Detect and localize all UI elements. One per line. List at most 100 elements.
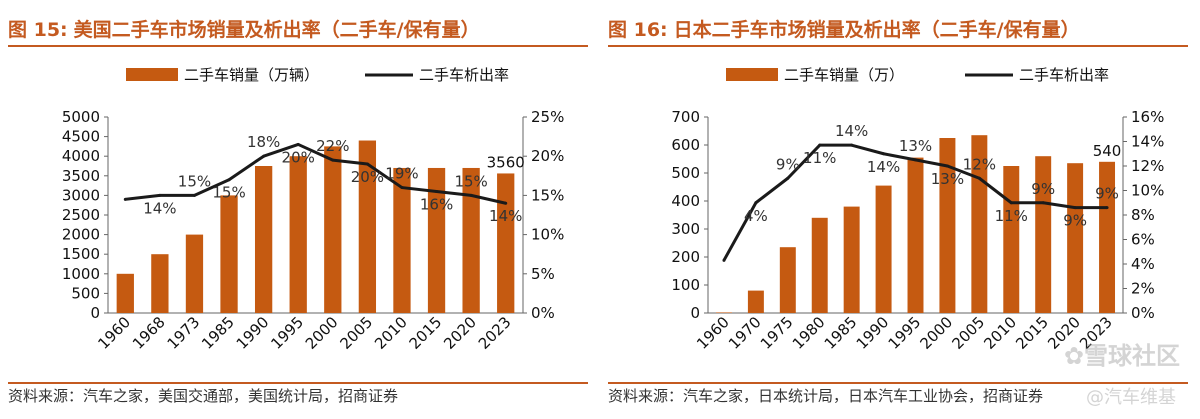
right-tick-label: 0% bbox=[531, 304, 555, 322]
rate-point bbox=[1105, 206, 1109, 210]
rate-data-label: 4% bbox=[744, 207, 768, 225]
rate-point bbox=[123, 197, 127, 201]
rate-point bbox=[882, 152, 886, 156]
right-tick-label: 10% bbox=[531, 226, 564, 244]
bar bbox=[811, 217, 828, 313]
rate-data-label: 11% bbox=[803, 149, 836, 167]
rate-point bbox=[192, 193, 196, 197]
left-tick-label: 500 bbox=[71, 284, 100, 302]
us-used-car-chart: 二手车销量（万辆） 二手车析出率0500100015002000250030003… bbox=[62, 66, 565, 353]
rate-data-label: 14% bbox=[143, 199, 176, 217]
rate-point bbox=[262, 154, 266, 158]
bar bbox=[907, 157, 924, 313]
figure-title: 图 15: 美国二手车市场销量及析出率（二手车/保有量） bbox=[8, 16, 588, 44]
bar bbox=[843, 206, 860, 313]
bar-data-label: 3560 bbox=[487, 153, 525, 171]
x-tick-label: 2005 bbox=[948, 313, 988, 353]
right-tick-label: 8% bbox=[1131, 206, 1155, 224]
rate-data-label: 13% bbox=[899, 137, 932, 155]
x-tick-label: 1990 bbox=[853, 313, 893, 353]
rate-point bbox=[850, 143, 854, 147]
rate-point bbox=[331, 158, 335, 162]
chart-panel-us: 图 15: 美国二手车市场销量及析出率（二手车/保有量） 二手车销量（万辆） 二手车… bbox=[8, 0, 593, 419]
rate-point bbox=[1041, 201, 1045, 205]
bar bbox=[747, 290, 764, 313]
rate-data-label: 15% bbox=[178, 172, 211, 190]
x-tick-label: 2000 bbox=[917, 313, 957, 353]
japan-used-car-chart: 二手车销量（万） 二手车析出率 0 100 200 300 400 500 600 700 0% 2%… bbox=[671, 66, 1164, 353]
rate-data-label: 15% bbox=[454, 172, 487, 190]
rate-point bbox=[365, 162, 369, 166]
source-note: 资料来源：汽车之家，美国交通部，美国统计局，招商证券 bbox=[8, 387, 399, 405]
rate-data-label: 16% bbox=[420, 195, 453, 213]
x-tick-label: 2023 bbox=[475, 313, 515, 353]
right-tick-label: 2% bbox=[1131, 280, 1155, 298]
left-tick-label: 4500 bbox=[62, 128, 100, 146]
right-tick-label: 16% bbox=[1131, 108, 1164, 126]
rate-point bbox=[1073, 206, 1077, 210]
left-tick-label: 600 bbox=[671, 136, 700, 154]
legend-bar-label: 二手车销量（万辆） bbox=[184, 66, 319, 84]
left-tick-label: 5000 bbox=[62, 108, 100, 126]
rate-point bbox=[469, 193, 473, 197]
bar-data-label: 540 bbox=[1093, 142, 1122, 160]
bar bbox=[324, 146, 342, 313]
x-tick-label: 1973 bbox=[164, 313, 204, 353]
bar bbox=[289, 156, 307, 313]
legend-bar-swatch bbox=[126, 68, 178, 81]
left-tick-label: 1500 bbox=[62, 245, 100, 263]
source-divider bbox=[608, 382, 1188, 384]
rate-data-label: 9% bbox=[776, 155, 800, 173]
left-tick-label: 200 bbox=[671, 248, 700, 266]
right-tick-label: 5% bbox=[531, 265, 555, 283]
right-tick-label: 25% bbox=[531, 108, 564, 126]
bar bbox=[1099, 161, 1116, 313]
left-tick-label: 4000 bbox=[62, 147, 100, 165]
left-tick-label: 3000 bbox=[62, 186, 100, 204]
bar bbox=[116, 273, 134, 313]
figure-title-text: 日本二手车市场销量及析出率（二手车/保有量） bbox=[673, 19, 1080, 41]
legend-bar-swatch bbox=[726, 68, 778, 81]
right-tick-label: 4% bbox=[1131, 255, 1155, 273]
x-tick-label: 2015 bbox=[1012, 313, 1052, 353]
rate-data-label: 15% bbox=[212, 184, 245, 202]
bar bbox=[715, 312, 732, 313]
rate-point bbox=[227, 178, 231, 182]
bar bbox=[393, 167, 411, 313]
title-divider bbox=[8, 45, 588, 47]
bar bbox=[1003, 166, 1020, 313]
figure-label: 图 16: bbox=[608, 19, 668, 41]
bar bbox=[427, 167, 446, 313]
right-tick-label: 12% bbox=[1131, 157, 1164, 175]
rate-data-label: 14% bbox=[489, 207, 522, 225]
right-tick-label: 20% bbox=[531, 147, 564, 165]
rate-data-label: 19% bbox=[385, 165, 418, 183]
figure-title: 图 16: 日本二手车市场销量及析出率（二手车/保有量） bbox=[608, 16, 1188, 44]
rate-point bbox=[818, 143, 822, 147]
rate-data-label: 14% bbox=[835, 122, 868, 140]
x-tick-label: 1985 bbox=[198, 313, 238, 353]
bar bbox=[151, 254, 169, 313]
right-tick-label: 15% bbox=[531, 186, 564, 204]
legend-line-label: 二手车析出率 bbox=[419, 66, 509, 84]
rate-point bbox=[504, 201, 508, 205]
bar bbox=[254, 166, 273, 313]
rate-data-label: 13% bbox=[931, 170, 964, 188]
bar bbox=[875, 185, 892, 313]
left-tick-label: 500 bbox=[671, 164, 700, 182]
figure-title-text: 美国二手车市场销量及析出率（二手车/保有量） bbox=[73, 19, 480, 41]
left-tick-label: 2500 bbox=[62, 206, 100, 224]
bar bbox=[779, 247, 796, 313]
rate-data-label: 20% bbox=[351, 168, 384, 186]
bar bbox=[1035, 156, 1052, 313]
x-tick-label: 2015 bbox=[406, 313, 446, 353]
rate-point bbox=[914, 158, 917, 162]
rate-data-label: 9% bbox=[1063, 212, 1087, 230]
rate-point bbox=[296, 142, 300, 146]
legend-line-label: 二手车析出率 bbox=[1019, 66, 1109, 84]
rate-point bbox=[722, 258, 726, 262]
x-tick-label: 1995 bbox=[885, 313, 925, 353]
left-tick-label: 0 bbox=[90, 304, 100, 322]
x-tick-label: 1995 bbox=[267, 313, 307, 353]
bar bbox=[185, 234, 204, 313]
